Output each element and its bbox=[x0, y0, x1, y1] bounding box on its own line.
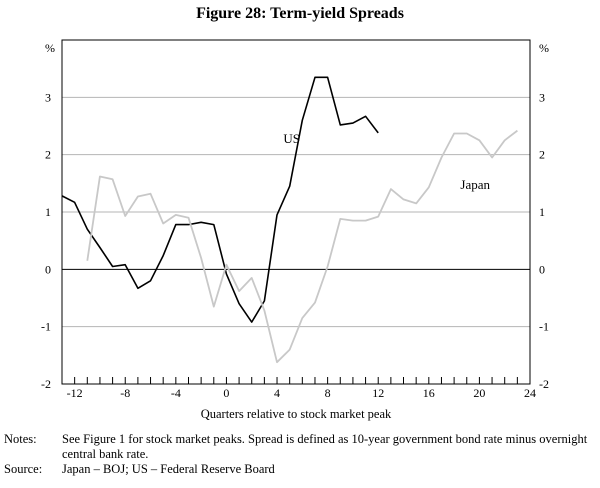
x-tick-label: 0 bbox=[223, 386, 229, 400]
y-unit-left: % bbox=[45, 41, 55, 55]
y-unit-right: % bbox=[539, 41, 549, 55]
ticks: -12 -8 -4 0 4 8 12 16 20 24-2 -2-1 -10 01 12 23 3 bbox=[41, 90, 549, 400]
series-line-us bbox=[61, 76, 379, 323]
plot-frame bbox=[61, 39, 531, 385]
y-tick-label-right: 2 bbox=[539, 148, 545, 162]
x-tick-label: 8 bbox=[325, 386, 331, 400]
y-tick-label-right: 3 bbox=[539, 90, 545, 104]
y-tick-label-left: -1 bbox=[41, 320, 51, 334]
annotation-us: US bbox=[283, 131, 300, 146]
chart-title: Figure 28: Term-yield Spreads bbox=[196, 5, 404, 22]
x-tick-label: -12 bbox=[67, 386, 83, 400]
source-label: Source: bbox=[4, 462, 43, 476]
y-tick-label-right: 0 bbox=[539, 262, 545, 276]
x-tick-label: 12 bbox=[372, 386, 384, 400]
y-tick-label-left: 0 bbox=[45, 262, 51, 276]
x-axis-label: Quarters relative to stock market peak bbox=[201, 407, 392, 421]
source-row: Source: Japan – BOJ; US – Federal Reserv… bbox=[4, 462, 596, 477]
x-tick-label: 24 bbox=[524, 386, 536, 400]
y-tick-label-right: 1 bbox=[539, 205, 545, 219]
series bbox=[61, 76, 518, 364]
series-line-japan bbox=[86, 129, 518, 364]
y-tick-label-left: 2 bbox=[45, 148, 51, 162]
notes-text: See Figure 1 for stock market peaks. Spr… bbox=[62, 432, 588, 461]
notes-label: Notes: bbox=[4, 432, 37, 446]
y-tick-label-right: -2 bbox=[539, 377, 549, 391]
y-tick-label-left: 3 bbox=[45, 90, 51, 104]
notes-row: Notes: See Figure 1 for stock market pea… bbox=[4, 432, 596, 462]
chart: Figure 28: Term-yield Spreads -12 -8 -4 0 4 8… bbox=[41, 5, 549, 421]
y-tick-label-left: -2 bbox=[41, 377, 51, 391]
y-tick-label-right: -1 bbox=[539, 320, 549, 334]
x-tick-label: -8 bbox=[120, 386, 130, 400]
annotation-japan: Japan bbox=[460, 177, 490, 192]
x-tick-label: -4 bbox=[171, 386, 181, 400]
y-tick-label-left: 1 bbox=[45, 205, 51, 219]
source-text: Japan – BOJ; US – Federal Reserve Board bbox=[62, 462, 275, 476]
x-tick-label: 16 bbox=[423, 386, 435, 400]
x-tick-label: 4 bbox=[274, 386, 280, 400]
x-tick-label: 20 bbox=[473, 386, 485, 400]
footnotes: Notes: See Figure 1 for stock market pea… bbox=[4, 432, 596, 477]
